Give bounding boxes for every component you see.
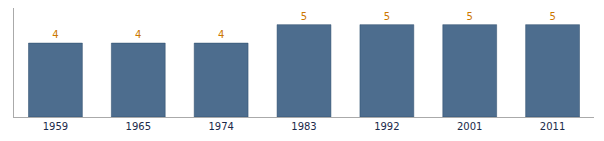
svg-text:1959: 1959 [43, 121, 68, 132]
svg-text:1992: 1992 [374, 121, 399, 132]
svg-text:1965: 1965 [126, 121, 151, 132]
svg-text:1983: 1983 [291, 121, 316, 132]
svg-text:2001: 2001 [457, 121, 482, 132]
svg-text:5: 5 [301, 11, 307, 22]
svg-text:1974: 1974 [208, 121, 233, 132]
svg-text:5: 5 [467, 11, 473, 22]
svg-text:5: 5 [549, 11, 555, 22]
svg-text:2011: 2011 [540, 121, 565, 132]
svg-text:5: 5 [384, 11, 390, 22]
svg-text:4: 4 [135, 29, 141, 40]
svg-text:4: 4 [52, 29, 58, 40]
svg-text:4: 4 [218, 29, 224, 40]
